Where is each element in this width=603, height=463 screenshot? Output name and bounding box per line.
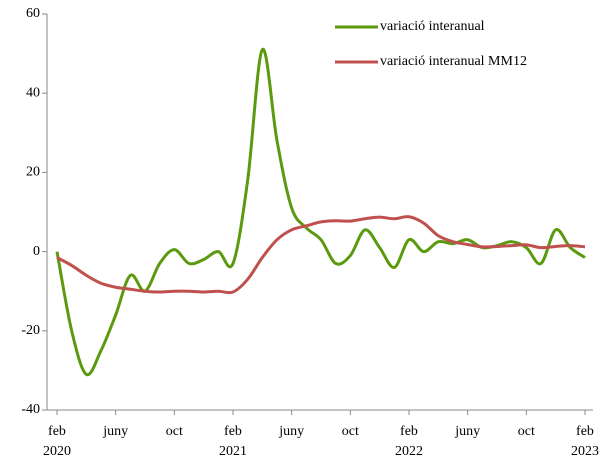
x-year-label: 2023	[571, 444, 599, 459]
y-tick-label: 40	[26, 85, 40, 100]
series-line	[55, 48, 586, 377]
x-year-label: 2021	[219, 444, 247, 459]
legend-label: variació interanual	[380, 19, 485, 34]
y-tick-label: 20	[26, 165, 40, 180]
x-tick-label: feb	[48, 424, 66, 439]
x-year-label: 2022	[395, 444, 423, 459]
x-tick-label: juny	[278, 424, 304, 439]
x-tick-label: feb	[400, 424, 418, 439]
x-tick-label: juny	[454, 424, 480, 439]
x-tick-label: feb	[576, 424, 594, 439]
x-year-label: 2020	[43, 444, 71, 459]
series-line	[56, 215, 586, 295]
x-tick-label: juny	[102, 424, 128, 439]
x-tick-label: oct	[518, 424, 535, 439]
y-tick-label: 60	[26, 6, 40, 21]
x-tick-label: oct	[166, 424, 183, 439]
y-tick-label: -40	[21, 402, 40, 417]
legend-label: variació interanual MM12	[380, 54, 527, 69]
y-tick-label: -20	[21, 323, 40, 338]
y-tick-label: 0	[33, 244, 40, 259]
x-tick-label: oct	[342, 424, 359, 439]
x-tick-label: feb	[224, 424, 242, 439]
